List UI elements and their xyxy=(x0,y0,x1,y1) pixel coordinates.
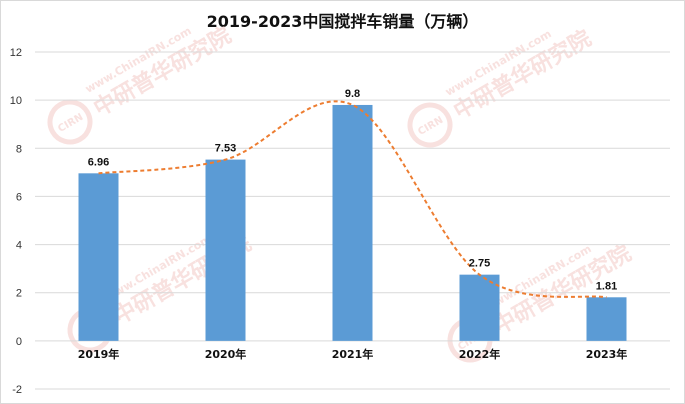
data-label: 9.8 xyxy=(345,88,360,100)
trend-line-layer xyxy=(98,100,607,299)
y-tick-label: 6 xyxy=(16,191,22,203)
x-tick-label: 2020年 xyxy=(205,347,247,361)
y-tick-label: -2 xyxy=(12,384,22,396)
y-tick-label: 12 xyxy=(10,47,22,59)
x-tick-label: 2023年 xyxy=(586,347,628,361)
y-axis: -2 0 2 4 6 8 10 12 xyxy=(10,47,22,396)
watermark-badge xyxy=(407,102,453,148)
x-tick-label: 2021年 xyxy=(332,347,374,361)
data-labels: 6.96 7.53 9.8 2.75 1.81 xyxy=(88,88,617,292)
chart-title: 2019-2023中国搅拌车销量（万辆） xyxy=(206,12,479,31)
y-tick-label: 8 xyxy=(16,143,22,155)
data-label: 2.75 xyxy=(469,258,490,270)
trend-line xyxy=(98,100,607,299)
x-tick-label: 2022年 xyxy=(459,347,501,361)
y-tick-label: 2 xyxy=(16,288,22,300)
bar-series xyxy=(78,104,627,341)
data-label: 1.81 xyxy=(596,280,617,292)
y-tick-label: 0 xyxy=(16,336,22,348)
data-label: 7.53 xyxy=(215,143,236,155)
bar xyxy=(205,159,246,341)
bar xyxy=(78,173,119,341)
y-tick-label: 4 xyxy=(16,240,22,252)
y-tick-label: 10 xyxy=(10,95,22,107)
watermark-badge-text: CIRN xyxy=(416,115,445,138)
x-axis: 2019年 2020年 2021年 2022年 2023年 xyxy=(78,347,628,361)
x-tick-label: 2019年 xyxy=(78,347,120,361)
bar xyxy=(332,104,373,341)
data-label: 6.96 xyxy=(88,156,109,168)
bar xyxy=(459,274,500,341)
watermark-badge xyxy=(47,99,93,145)
bar xyxy=(586,297,627,341)
watermark-badge-text: CIRN xyxy=(56,112,85,135)
